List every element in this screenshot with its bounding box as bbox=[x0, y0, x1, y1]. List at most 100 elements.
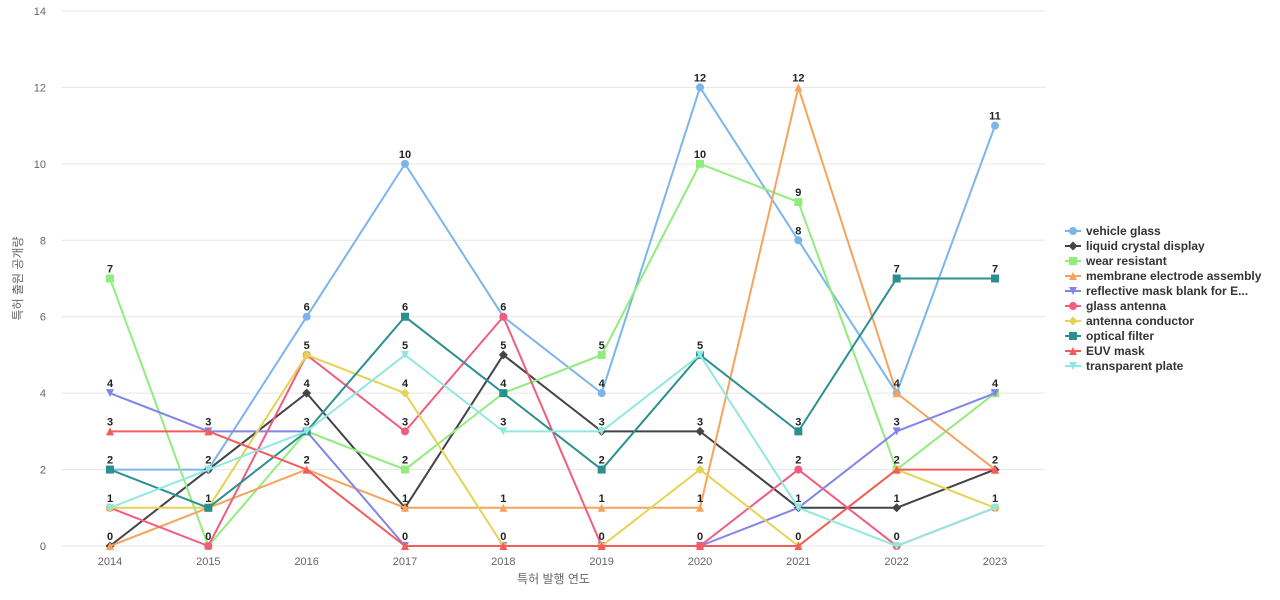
y-tick-label: 4 bbox=[40, 388, 46, 400]
data-label: 4 bbox=[500, 378, 507, 390]
data-label: 12 bbox=[694, 72, 706, 84]
data-point-vehicle-glass bbox=[794, 236, 803, 245]
legend-item-euv-mask[interactable]: EUV mask bbox=[1065, 344, 1145, 358]
data-point-euv-mask bbox=[204, 427, 213, 436]
y-tick-label: 12 bbox=[34, 82, 46, 94]
legend-item-reflective-mask-blank-for-e[interactable]: reflective mask blank for E... bbox=[1065, 284, 1248, 298]
legend-item-vehicle-glass[interactable]: vehicle glass bbox=[1065, 224, 1161, 238]
legend-marker bbox=[1069, 332, 1077, 340]
series-transparent-plate bbox=[106, 350, 999, 550]
series-lines bbox=[105, 83, 1000, 551]
data-point-glass-antenna bbox=[204, 542, 213, 550]
y-axis-title: 특허 출원 공개량 bbox=[11, 237, 25, 321]
data-point-transparent-plate bbox=[696, 350, 704, 359]
data-label: 2 bbox=[697, 455, 703, 467]
data-label: 1 bbox=[697, 493, 703, 505]
data-point-glass-antenna bbox=[794, 465, 803, 474]
data-label: 6 bbox=[402, 302, 408, 314]
data-label: 3 bbox=[500, 416, 506, 428]
data-label: 12 bbox=[792, 72, 804, 84]
data-label: 5 bbox=[697, 340, 703, 352]
data-point-transparent-plate bbox=[106, 503, 114, 512]
data-label: 4 bbox=[599, 378, 606, 390]
data-label: 4 bbox=[894, 378, 901, 390]
data-label: 0 bbox=[205, 531, 211, 543]
data-point-optical-filter bbox=[597, 465, 606, 474]
data-point-euv-mask bbox=[401, 542, 409, 550]
x-tick-label: 2021 bbox=[786, 556, 810, 568]
data-point-transparent-plate bbox=[499, 427, 508, 436]
data-label: 4 bbox=[107, 378, 114, 390]
data-label: 1 bbox=[992, 493, 998, 505]
legend-item-liquid-crystal-display[interactable]: liquid crystal display bbox=[1065, 239, 1205, 253]
data-label: 6 bbox=[304, 302, 310, 314]
legend-marker bbox=[1069, 272, 1077, 280]
x-axis-title: 특허 발행 연도 bbox=[517, 571, 590, 586]
data-label: 9 bbox=[795, 187, 801, 199]
series-line-vehicle-glass bbox=[110, 86, 996, 471]
data-point-antenna-conductor bbox=[400, 388, 410, 398]
data-label: 3 bbox=[402, 416, 408, 428]
legend-label: optical filter bbox=[1086, 329, 1154, 343]
data-label: 2 bbox=[402, 455, 408, 467]
data-point-transparent-plate bbox=[794, 503, 803, 512]
legend-label: glass antenna bbox=[1086, 299, 1166, 313]
x-tick-label: 2022 bbox=[884, 556, 908, 568]
data-label: 4 bbox=[992, 378, 999, 390]
legend-item-membrane-electrode-assembly[interactable]: membrane electrode assembly bbox=[1065, 269, 1262, 283]
data-point-optical-filter bbox=[794, 427, 803, 436]
data-point-transparent-plate bbox=[991, 503, 999, 512]
data-label: 1 bbox=[599, 493, 605, 505]
y-tick-label: 2 bbox=[40, 465, 46, 477]
y-axis-ticks: 0 2 4 6 8 10 12 14 bbox=[34, 6, 46, 553]
legend-item-wear-resistant[interactable]: wear resistant bbox=[1065, 254, 1167, 268]
data-point-optical-filter bbox=[892, 274, 901, 283]
x-tick-label: 2020 bbox=[688, 556, 712, 568]
data-label: 0 bbox=[107, 531, 113, 543]
x-tick-label: 2016 bbox=[294, 556, 318, 568]
data-point-membrane-electrode-assembly bbox=[696, 503, 704, 512]
legend-label: wear resistant bbox=[1085, 254, 1167, 268]
legend-item-antenna-conductor[interactable]: antenna conductor bbox=[1065, 314, 1194, 328]
data-label: 3 bbox=[304, 416, 310, 428]
data-point-optical-filter bbox=[499, 389, 508, 398]
legend-label: vehicle glass bbox=[1086, 224, 1161, 238]
series-line-liquid-crystal-display bbox=[109, 353, 996, 547]
data-label: 10 bbox=[694, 149, 706, 161]
data-point-reflective-mask-blank-for-e bbox=[106, 389, 114, 398]
data-label: 2 bbox=[894, 455, 900, 467]
data-label: 2 bbox=[599, 455, 605, 467]
data-label: 1 bbox=[795, 493, 801, 505]
data-label: 5 bbox=[599, 340, 605, 352]
legend-item-optical-filter[interactable]: optical filter bbox=[1065, 329, 1154, 343]
legend-label: reflective mask blank for E... bbox=[1086, 284, 1248, 298]
data-point-euv-mask bbox=[892, 465, 901, 474]
legend-label: antenna conductor bbox=[1086, 314, 1194, 328]
data-label: 3 bbox=[205, 416, 211, 428]
x-tick-label: 2023 bbox=[983, 556, 1007, 568]
legend-marker bbox=[1069, 287, 1077, 295]
data-label: 2 bbox=[107, 455, 113, 467]
data-point-optical-filter bbox=[204, 503, 213, 512]
data-label: 0 bbox=[500, 531, 506, 543]
data-label: 2 bbox=[304, 455, 310, 467]
data-point-euv-mask bbox=[302, 465, 311, 474]
data-point-vehicle-glass bbox=[302, 312, 311, 321]
data-point-antenna-conductor bbox=[695, 465, 705, 475]
data-point-vehicle-glass bbox=[401, 159, 409, 168]
data-point-euv-mask bbox=[794, 542, 803, 550]
data-point-optical-filter bbox=[106, 465, 114, 474]
legend-item-glass-antenna[interactable]: glass antenna bbox=[1065, 299, 1166, 313]
data-label: 7 bbox=[107, 264, 113, 276]
series-line-antenna-conductor bbox=[110, 353, 996, 547]
data-point-membrane-electrode-assembly bbox=[892, 389, 901, 398]
series-vehicle-glass bbox=[106, 83, 999, 474]
data-label: 1 bbox=[205, 493, 211, 505]
data-label: 5 bbox=[402, 340, 408, 352]
legend-marker bbox=[1069, 302, 1077, 310]
data-label: 3 bbox=[599, 416, 605, 428]
data-point-vehicle-glass bbox=[597, 389, 606, 398]
x-tick-label: 2017 bbox=[393, 556, 417, 568]
legend-item-transparent-plate[interactable]: transparent plate bbox=[1065, 359, 1184, 373]
